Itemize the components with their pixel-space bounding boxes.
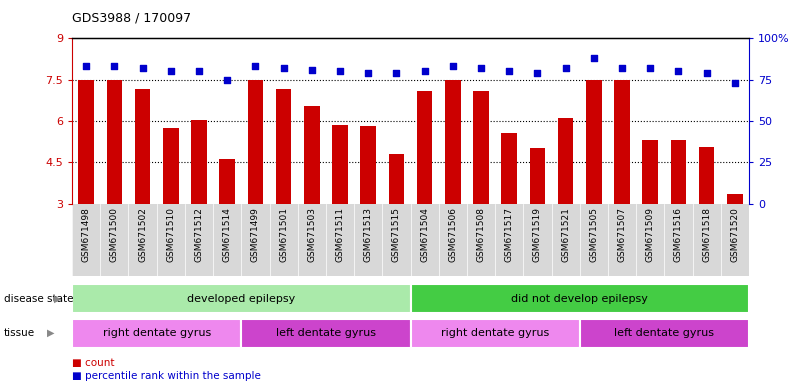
Text: ▶: ▶: [46, 328, 54, 338]
Point: [362, 70, 375, 76]
Text: GSM671504: GSM671504: [420, 207, 429, 262]
Text: tissue: tissue: [4, 328, 35, 338]
Text: GSM671506: GSM671506: [449, 207, 457, 262]
Bar: [670, 140, 686, 204]
Bar: [248, 80, 264, 204]
Bar: [72, 319, 241, 348]
Text: left dentate gyrus: left dentate gyrus: [614, 328, 714, 338]
Point: [390, 70, 403, 76]
Text: GSM671520: GSM671520: [731, 207, 739, 262]
Bar: [417, 91, 433, 204]
Bar: [304, 106, 320, 204]
Text: GSM671505: GSM671505: [590, 207, 598, 262]
Bar: [219, 159, 235, 204]
Bar: [276, 89, 292, 204]
Bar: [586, 80, 602, 204]
Text: GSM671515: GSM671515: [392, 207, 401, 262]
Text: developed epilepsy: developed epilepsy: [187, 293, 296, 304]
Point: [503, 68, 516, 74]
Text: ▶: ▶: [54, 293, 62, 304]
Bar: [473, 91, 489, 204]
Text: right dentate gyrus: right dentate gyrus: [103, 328, 211, 338]
Text: GSM671507: GSM671507: [618, 207, 626, 262]
Bar: [332, 125, 348, 204]
Bar: [614, 80, 630, 204]
Text: GSM671501: GSM671501: [279, 207, 288, 262]
Text: GSM671499: GSM671499: [251, 207, 260, 262]
Point: [192, 68, 205, 74]
Point: [644, 65, 657, 71]
Bar: [557, 118, 574, 204]
Bar: [78, 80, 94, 204]
Text: GSM671517: GSM671517: [505, 207, 513, 262]
Bar: [642, 140, 658, 204]
Text: GSM671511: GSM671511: [336, 207, 344, 262]
Text: GDS3988 / 170097: GDS3988 / 170097: [72, 12, 191, 25]
Point: [164, 68, 177, 74]
Text: GSM671519: GSM671519: [533, 207, 542, 262]
Bar: [72, 284, 411, 313]
Text: did not develop epilepsy: did not develop epilepsy: [511, 293, 648, 304]
Text: GSM671516: GSM671516: [674, 207, 683, 262]
Point: [80, 63, 93, 70]
Point: [136, 65, 149, 71]
Point: [672, 68, 685, 74]
Point: [700, 70, 713, 76]
Text: right dentate gyrus: right dentate gyrus: [441, 328, 549, 338]
Point: [531, 70, 544, 76]
Point: [108, 63, 121, 70]
Point: [333, 68, 346, 74]
Bar: [529, 149, 545, 204]
Point: [305, 67, 318, 73]
Bar: [580, 319, 749, 348]
Text: GSM671498: GSM671498: [82, 207, 91, 262]
Point: [249, 63, 262, 70]
Bar: [191, 119, 207, 204]
Point: [221, 76, 234, 83]
Text: GSM671500: GSM671500: [110, 207, 119, 262]
Text: GSM671512: GSM671512: [195, 207, 203, 262]
Bar: [135, 89, 151, 204]
Bar: [163, 128, 179, 204]
Text: GSM671518: GSM671518: [702, 207, 711, 262]
Text: GSM671509: GSM671509: [646, 207, 654, 262]
Text: ■ percentile rank within the sample: ■ percentile rank within the sample: [72, 371, 261, 381]
Point: [418, 68, 431, 74]
Text: GSM671513: GSM671513: [364, 207, 372, 262]
Bar: [411, 284, 749, 313]
Text: ■ count: ■ count: [72, 358, 115, 368]
Point: [277, 65, 290, 71]
Bar: [699, 147, 714, 204]
Bar: [501, 133, 517, 204]
Bar: [360, 126, 376, 204]
Point: [446, 63, 459, 70]
Text: GSM671503: GSM671503: [308, 207, 316, 262]
Text: GSM671510: GSM671510: [167, 207, 175, 262]
Point: [475, 65, 488, 71]
Text: GSM671502: GSM671502: [138, 207, 147, 262]
Bar: [411, 319, 580, 348]
Bar: [241, 319, 411, 348]
Bar: [388, 154, 405, 204]
Text: left dentate gyrus: left dentate gyrus: [276, 328, 376, 338]
Point: [587, 55, 600, 61]
Bar: [727, 194, 743, 204]
Bar: [107, 80, 122, 204]
Point: [728, 80, 741, 86]
Bar: [445, 80, 461, 204]
Text: GSM671521: GSM671521: [562, 207, 570, 262]
Text: GSM671508: GSM671508: [477, 207, 485, 262]
Point: [616, 65, 629, 71]
Point: [559, 65, 572, 71]
Text: GSM671514: GSM671514: [223, 207, 231, 262]
Text: disease state: disease state: [4, 293, 74, 304]
